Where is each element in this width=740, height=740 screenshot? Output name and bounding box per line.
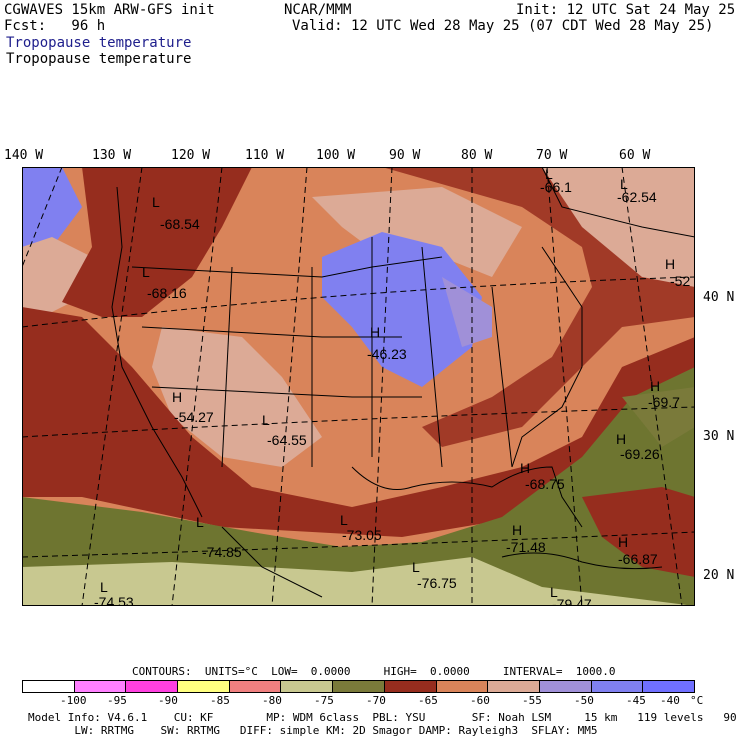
model-info: Model Info: V4.6.1 CU: KF MP: WDM 6class… bbox=[28, 711, 740, 724]
extremum-letter: L bbox=[545, 167, 553, 182]
lat-label: 20 N bbox=[703, 568, 735, 583]
extremum-letter: L bbox=[340, 512, 348, 528]
lon-label: 100 W bbox=[316, 148, 356, 163]
lon-label: 90 W bbox=[389, 148, 421, 163]
extremum-value: -69.26 bbox=[620, 446, 660, 462]
contours-info: CONTOURS: UNITS=°C LOW= 0.0000 HIGH= 0.0… bbox=[132, 665, 616, 678]
extremum-value: -66.87 bbox=[618, 551, 658, 567]
extremum-letter: H bbox=[650, 378, 660, 394]
extremum-value: -64.55 bbox=[267, 432, 307, 448]
lon-label: 110 W bbox=[245, 148, 285, 163]
colorbar-unit: °C bbox=[690, 694, 704, 707]
lon-label: 80 W bbox=[461, 148, 493, 163]
color-swatch bbox=[436, 681, 489, 692]
color-swatch bbox=[178, 681, 230, 692]
color-swatch bbox=[643, 681, 694, 692]
extremum-value: -68.16 bbox=[147, 285, 187, 301]
extremum-letter: L bbox=[262, 412, 270, 428]
lat-label: 40 N bbox=[703, 290, 735, 305]
organization: NCAR/MMM bbox=[284, 2, 352, 18]
lon-label: 130 W bbox=[92, 148, 132, 163]
color-swatch bbox=[229, 681, 282, 692]
extremum-letter: L bbox=[196, 514, 204, 530]
color-swatch bbox=[539, 681, 592, 692]
physics-info: LW: RRTMG SW: RRTMG DIFF: simple KM: 2D … bbox=[28, 724, 598, 737]
colorbar-tick: -40 bbox=[660, 694, 680, 707]
extremum-value: -79.47 bbox=[552, 596, 592, 606]
color-swatch bbox=[384, 681, 437, 692]
valid-time: Valid: 12 UTC Wed 28 May 25 (07 CDT Wed … bbox=[292, 18, 714, 34]
colorbar-tick: -45 bbox=[626, 694, 646, 707]
color-swatch bbox=[488, 681, 540, 692]
lon-label: 120 W bbox=[171, 148, 211, 163]
field-name-shaded: Tropopause temperature bbox=[6, 35, 192, 51]
color-swatch bbox=[591, 681, 644, 692]
extremum-letter: L bbox=[412, 559, 420, 575]
colorbar-tick: -80 bbox=[262, 694, 282, 707]
colorbar-tick: -55 bbox=[522, 694, 542, 707]
extremum-value: -69.7 bbox=[648, 394, 680, 410]
field-name-contour: Tropopause temperature bbox=[6, 51, 192, 67]
lat-label: 30 N bbox=[703, 429, 735, 444]
extremum-value: -68.75 bbox=[525, 476, 565, 492]
colorbar-tick: -85 bbox=[210, 694, 230, 707]
extremum-value: -74.53 bbox=[94, 594, 134, 606]
tropopause-temperature-map: L -68.54 L -68.16 H -46.23 H -54.27 L -6… bbox=[22, 167, 695, 606]
extremum-value: -73.05 bbox=[342, 527, 382, 543]
extremum-value: -54.27 bbox=[174, 409, 214, 425]
color-swatch bbox=[23, 681, 75, 692]
extremum-letter: H bbox=[618, 534, 628, 550]
extremum-value: -46.23 bbox=[367, 346, 407, 362]
extremum-letter: L bbox=[550, 584, 558, 600]
extremum-letter: H bbox=[370, 324, 380, 340]
extremum-value: -62.54 bbox=[617, 189, 657, 205]
extremum-letter: L bbox=[152, 194, 160, 210]
colorbar-tick: -95 bbox=[107, 694, 127, 707]
color-swatch bbox=[126, 681, 179, 692]
color-swatch bbox=[74, 681, 127, 692]
colorbar-tick: -50 bbox=[574, 694, 594, 707]
extremum-letter: L bbox=[100, 579, 108, 595]
extremum-value: -71.48 bbox=[506, 539, 546, 555]
model-title: CGWAVES 15km ARW-GFS init bbox=[4, 2, 215, 18]
extremum-value: -68.54 bbox=[160, 216, 200, 232]
colorbar-tick: -60 bbox=[470, 694, 490, 707]
colorbar-tick: -100 bbox=[60, 694, 87, 707]
extremum-value: -66.1 bbox=[540, 179, 572, 195]
extremum-letter: L bbox=[620, 176, 628, 192]
extremum-letter: H bbox=[665, 256, 675, 272]
color-bar bbox=[22, 680, 695, 693]
extremum-letter: H bbox=[512, 522, 522, 538]
colorbar-tick: -75 bbox=[314, 694, 334, 707]
extremum-value: -52 bbox=[670, 273, 690, 289]
extremum-value: -76.75 bbox=[417, 575, 457, 591]
extremum-letter: H bbox=[172, 389, 182, 405]
color-swatch bbox=[281, 681, 334, 692]
colorbar-tick: -90 bbox=[158, 694, 178, 707]
extremum-value: -74.85 bbox=[202, 544, 242, 560]
forecast-hour: Fcst: 96 h bbox=[4, 18, 106, 34]
colorbar-tick: -70 bbox=[366, 694, 386, 707]
lon-label: 140 W bbox=[4, 148, 44, 163]
color-swatch bbox=[333, 681, 385, 692]
extremum-letter: H bbox=[616, 431, 626, 447]
extremum-letter: H bbox=[520, 460, 530, 476]
colorbar-tick: -65 bbox=[418, 694, 438, 707]
init-time: Init: 12 UTC Sat 24 May 25 bbox=[516, 2, 736, 18]
lon-label: 60 W bbox=[619, 148, 651, 163]
lon-label: 70 W bbox=[536, 148, 568, 163]
extremum-letter: L bbox=[142, 264, 150, 280]
